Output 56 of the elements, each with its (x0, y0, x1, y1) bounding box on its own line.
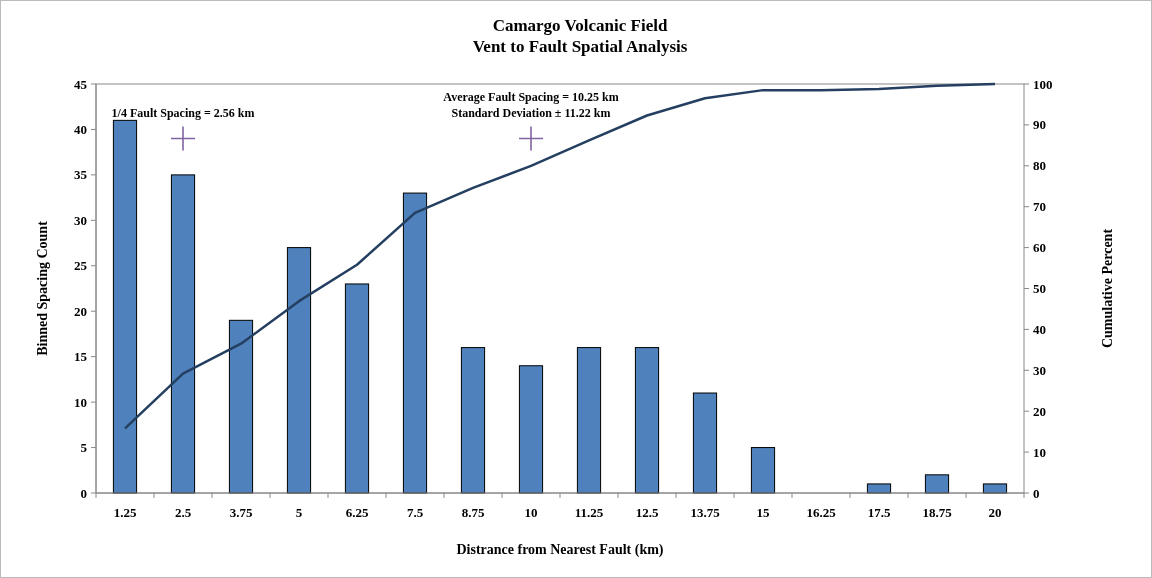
bar (460, 347, 486, 494)
bar (924, 474, 950, 494)
y2-axis-title: Cumulative Percent (1100, 228, 1115, 349)
bar (402, 192, 428, 494)
y-tick-label: 0 (80, 485, 87, 501)
x-tick-label: 10 (524, 505, 538, 520)
y2-tick-label: 40 (1033, 321, 1046, 337)
bar (750, 447, 776, 494)
bar (634, 347, 660, 494)
x-tick-label: 16.25 (806, 505, 837, 520)
x-axis-title: Distrance from Nearest Fault (km) (456, 542, 664, 558)
bar (112, 119, 138, 494)
x-tick-label: 11.25 (574, 505, 604, 520)
chart-title: Camargo Volcanic Field Vent to Fault Spatial Analysis (472, 16, 688, 56)
annotation: Average Fault Spacing = 10.25 km Standard Deviation ± 11.22 km (443, 89, 619, 120)
x-tick-label: 2.5 (174, 505, 192, 520)
y2-tick-label: 50 (1033, 281, 1046, 297)
x-tick-label: 7.5 (406, 505, 424, 520)
y-tick-label: 45 (74, 76, 88, 92)
x-tick-label: 8.75 (461, 505, 485, 520)
x-tick-label: 17.5 (867, 505, 891, 520)
x-tick-label: 12.5 (635, 505, 659, 520)
bar (576, 347, 602, 494)
y2-tick-label: 20 (1033, 403, 1046, 419)
bar (170, 174, 196, 494)
bar (692, 392, 718, 494)
y2-tick-label: 10 (1033, 444, 1046, 460)
x-tick-label: 3.75 (229, 505, 253, 520)
y-tick-label: 15 (74, 349, 88, 365)
y2-tick-label: 70 (1033, 199, 1046, 215)
x-tick-label: 20 (988, 505, 1002, 520)
y2-tick-label: 30 (1033, 362, 1046, 378)
x-tick-label: 13.75 (690, 505, 721, 520)
x-tick-label: 1.25 (113, 505, 137, 520)
y2-tick-label: 100 (1033, 76, 1053, 92)
y2-tick-label: 80 (1033, 158, 1046, 174)
bar (228, 319, 254, 494)
y-tick-label: 10 (74, 394, 87, 410)
y-axis-title: Binned Spacing Count (35, 220, 50, 356)
x-tick-label: 5 (295, 505, 303, 520)
bar (286, 247, 312, 494)
y-tick-label: 5 (80, 440, 88, 456)
y-tick-label: 25 (74, 258, 88, 274)
y-tick-label: 30 (74, 212, 87, 228)
x-tick-label: 6.25 (345, 505, 369, 520)
annotation: 1/4 Fault Spacing = 2.56 km (111, 105, 255, 120)
x-tick-label: 18.75 (922, 505, 953, 520)
y2-tick-label: 90 (1033, 117, 1046, 133)
x-tick-label: 15 (756, 505, 770, 520)
bar (518, 365, 544, 494)
y-tick-label: 40 (74, 121, 87, 137)
y-tick-label: 20 (74, 303, 87, 319)
bar (344, 283, 370, 494)
y2-tick-label: 0 (1033, 485, 1040, 501)
y2-tick-label: 60 (1033, 240, 1046, 256)
y-tick-label: 35 (74, 167, 88, 183)
